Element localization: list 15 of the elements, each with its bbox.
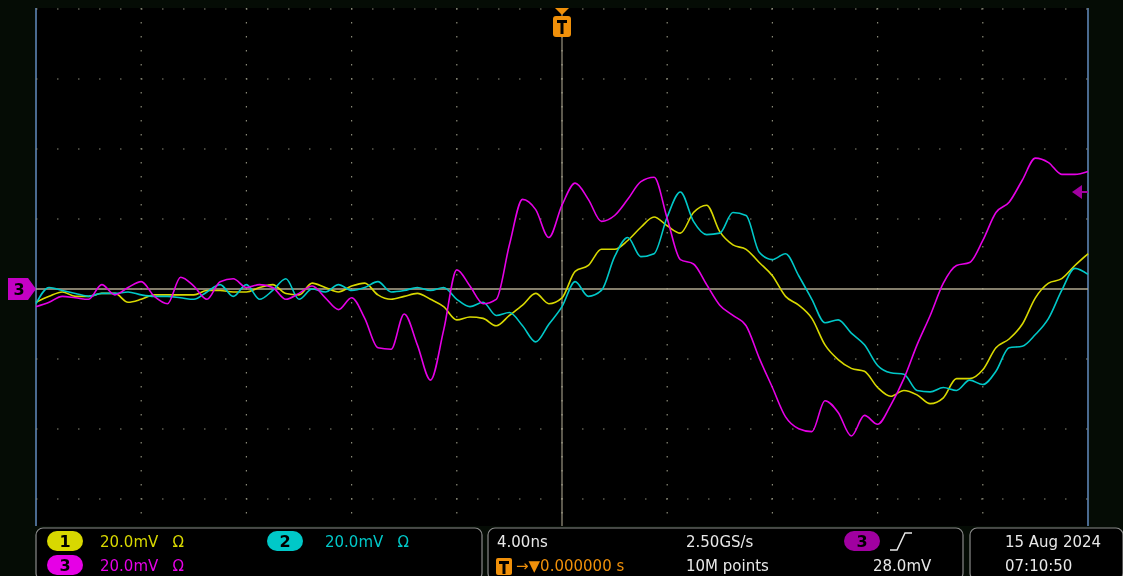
text: 10M points [686, 557, 770, 575]
text: 20.0mV Ω [325, 533, 410, 551]
text: 20.0mV Ω [100, 533, 185, 551]
text: →▼0.000000 s [516, 557, 625, 575]
text: 07:10:50 [1005, 557, 1073, 575]
text: 15 Aug 2024 [1005, 533, 1102, 551]
text: 4.00ns [497, 533, 548, 551]
series-label: 3 [13, 280, 25, 299]
text: 2 [279, 532, 291, 551]
text: 3 [59, 556, 71, 575]
text: 28.0mV [873, 557, 933, 575]
text: 20.0mV Ω [100, 557, 185, 575]
text: 3 [856, 532, 868, 551]
text: 2.50GS/s [686, 533, 754, 551]
text: 1 [59, 532, 71, 551]
